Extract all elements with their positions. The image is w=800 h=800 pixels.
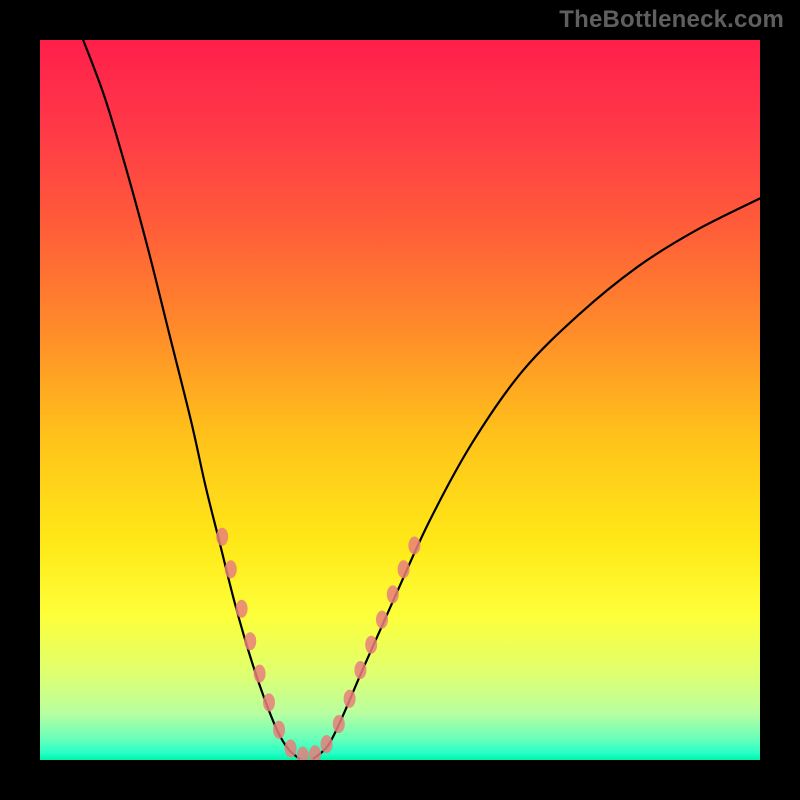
- data-marker: [254, 665, 266, 683]
- data-marker: [225, 560, 237, 578]
- data-marker: [365, 636, 377, 654]
- data-marker: [216, 528, 228, 546]
- data-marker: [285, 739, 297, 757]
- data-marker: [321, 735, 333, 753]
- chart-svg: [40, 40, 760, 760]
- data-marker: [354, 661, 366, 679]
- gradient-background: [40, 40, 760, 760]
- data-marker: [244, 632, 256, 650]
- data-marker: [344, 690, 356, 708]
- chart-frame: TheBottleneck.com: [0, 0, 800, 800]
- data-marker: [398, 560, 410, 578]
- data-marker: [333, 715, 345, 733]
- data-marker: [263, 693, 275, 711]
- data-marker: [273, 721, 285, 739]
- data-marker: [408, 536, 420, 554]
- data-marker: [376, 611, 388, 629]
- data-marker: [387, 585, 399, 603]
- plot-area: [40, 40, 760, 760]
- watermark-text: TheBottleneck.com: [559, 6, 784, 34]
- data-marker: [236, 600, 248, 618]
